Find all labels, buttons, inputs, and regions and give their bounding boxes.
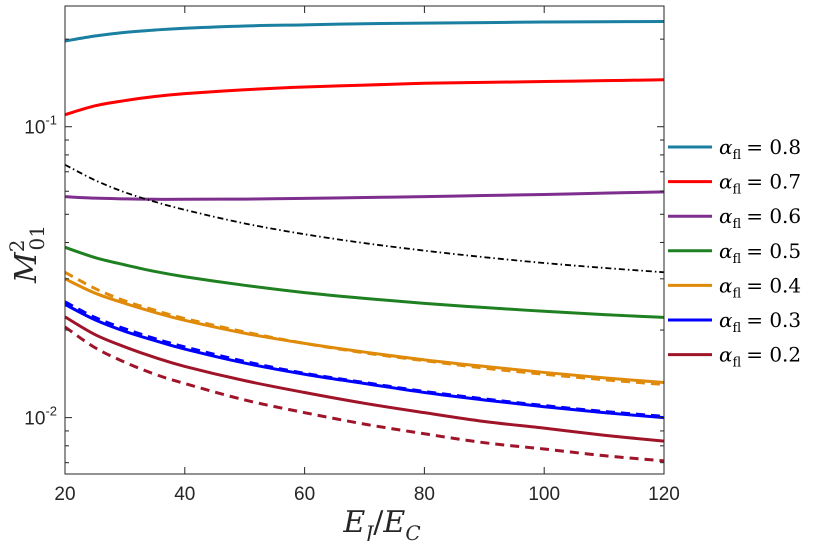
ticks-layer: 20 40 60 80 100 120 10-2 10-1 <box>24 6 680 505</box>
x-axis-title: EJ/EC <box>342 505 420 541</box>
reference-line-0-2-dashed <box>64 325 665 463</box>
reference-line-0-4-dashed <box>64 270 665 386</box>
reference-line-0-3-dashed <box>64 300 665 418</box>
series-line-0-2 <box>64 315 665 443</box>
x-tick-label: 20 <box>54 484 75 505</box>
series-line-0-6 <box>64 190 665 201</box>
series-line-0-7 <box>64 78 665 117</box>
series-line-0-8 <box>64 19 665 43</box>
x-tick-label: 80 <box>414 484 435 505</box>
legend: αfl = 0.8 αfl = 0.7 αfl = 0.6 αfl = 0.5 αfl = 0.4… <box>668 135 801 371</box>
legend-label-0-5: αfl = 0.5 <box>719 239 801 267</box>
y-axis-title: M201 <box>5 225 49 284</box>
x-tick-label: 40 <box>174 484 195 505</box>
series-line-0-4 <box>64 277 665 385</box>
legend-label-0-6: αfl = 0.6 <box>719 204 801 232</box>
series-line-0-5 <box>64 245 665 319</box>
legend-label-0-7: αfl = 0.7 <box>719 170 801 198</box>
x-tick-label: 120 <box>648 484 680 505</box>
legend-label-0-3: αfl = 0.3 <box>719 308 801 336</box>
legend-label-0-8: αfl = 0.8 <box>719 135 801 163</box>
y-tick-label: 10-2 <box>24 404 57 430</box>
legend-label-0-4: αfl = 0.4 <box>719 273 801 301</box>
y-tick-label: 10-1 <box>24 113 57 139</box>
legend-label-0-2: αfl = 0.2 <box>719 343 801 371</box>
series-layer <box>64 19 665 443</box>
plot-area-frame <box>64 5 665 475</box>
x-tick-label: 100 <box>528 484 560 505</box>
series-line-0-3 <box>64 303 665 420</box>
reference-lines-layer <box>64 163 665 463</box>
x-tick-label: 60 <box>294 484 315 505</box>
